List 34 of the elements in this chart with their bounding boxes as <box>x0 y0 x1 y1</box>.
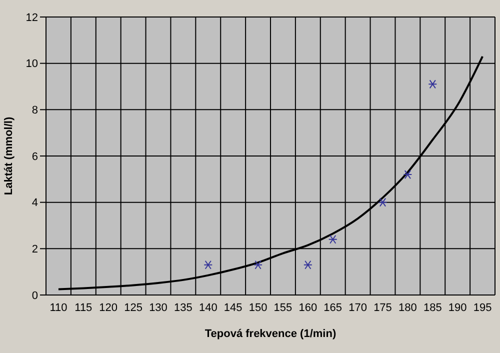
x-tick-label: 135 <box>174 302 192 314</box>
x-axis-title: Tepová frekvence (1/min) <box>204 328 336 340</box>
x-tick-label: 180 <box>398 302 417 314</box>
x-tick-label: 115 <box>74 302 92 314</box>
point <box>254 260 263 270</box>
y-tick-label: 4 <box>32 197 38 210</box>
y-tick-label: 10 <box>26 58 38 70</box>
x-tick-label: 145 <box>224 302 242 314</box>
y-tick-label: 12 <box>26 12 38 24</box>
point <box>204 260 213 270</box>
y-tick-label: 8 <box>32 104 38 117</box>
x-tick-label: 120 <box>99 302 118 314</box>
x-tick-label: 150 <box>248 302 268 314</box>
x-tick-label: 190 <box>448 302 467 314</box>
point <box>378 198 388 207</box>
x-tick-label: 160 <box>298 302 318 314</box>
x-tick-label: 195 <box>473 302 492 314</box>
y-tick-label: 6 <box>32 150 38 163</box>
x-tick-label: 125 <box>124 302 142 314</box>
x-tick-label: 185 <box>423 302 442 314</box>
point <box>328 234 338 244</box>
x-tick-label: 140 <box>198 302 218 314</box>
point <box>428 80 438 89</box>
point <box>303 260 312 270</box>
x-tick-label: 175 <box>374 302 392 314</box>
point <box>403 170 412 180</box>
x-tick-label: 155 <box>274 302 292 314</box>
x-tick-label: 130 <box>149 302 168 314</box>
y-axis-title: Laktát (mmol/l) <box>2 116 15 196</box>
x-tick-label: 170 <box>348 302 367 314</box>
x-tick-label: 110 <box>50 302 68 314</box>
x-tick-label: 165 <box>324 302 342 314</box>
y-tick-label: 0 <box>32 290 38 302</box>
y-tick-label: 2 <box>32 244 38 256</box>
